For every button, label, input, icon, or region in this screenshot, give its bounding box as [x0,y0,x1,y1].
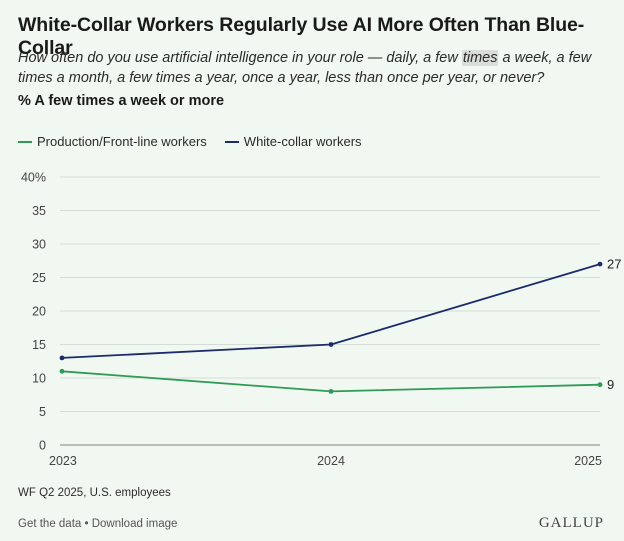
data-point-white-collar-workers-2024 [328,342,334,347]
question-text-start: How often do you use artificial intellig… [18,50,462,66]
legend-item-production[interactable]: Production/Front-line workers [18,134,207,149]
get-data-link[interactable]: Get the data [18,518,82,530]
survey-question: How often do you use artificial intellig… [18,48,614,88]
x-tick-label-2024: 2024 [317,454,345,468]
data-point-white-collar-workers-2023 [59,355,65,361]
y-tick-label-35: 35 [32,204,46,218]
y-tick-label-10: 10 [32,372,46,386]
y-tick-label-5: 5 [39,405,46,419]
y-tick-label-30: 30 [32,238,46,252]
x-axis-ticks: 2023 2024 2025 [49,454,602,468]
y-tick-label-25: 25 [32,271,46,285]
series-lines: 9 27 [59,257,621,394]
data-point-production-front-line-workers-2025 [597,382,603,388]
source-note: WF Q2 2025, U.S. employees [18,487,171,499]
data-point-production-front-line-workers-2024 [328,389,334,394]
gallup-logo: GALLUP [538,515,604,531]
data-point-white-collar-workers-2025 [597,261,603,267]
data-point-production-front-line-workers-2023 [59,368,65,374]
y-tick-label-0: 0 [39,439,46,453]
legend-label-white-collar: White-collar workers [243,134,362,149]
x-tick-label-2023: 2023 [49,454,77,468]
question-highlight: times [461,50,499,66]
legend-item-white-collar[interactable]: White-collar workers [224,134,362,149]
data-label-production-front-line-workers: 9 [607,377,614,392]
y-tick-label-20: 20 [32,305,46,319]
x-tick-label-2025: 2025 [574,454,602,468]
footer-links: Get the data • Download image [18,518,177,530]
y-tick-label-40: 40% [21,171,46,185]
series-line-production-front-line-workers [61,370,601,393]
chart-title: White-Collar Workers Regularly Use AI Mo… [18,14,585,59]
data-label-white-collar-workers: 27 [607,257,621,272]
question-text-end: a week, a few times a month, a few times… [18,50,592,86]
y-tick-label-15: 15 [32,338,46,352]
chart-legend: Production/Front-line workers White-coll… [18,134,362,149]
gridlines [60,176,600,446]
legend-label-production: Production/Front-line workers [37,134,207,149]
chart-subtitle: % A few times a week or more [18,93,225,109]
footer-separator: • [81,518,92,530]
y-axis-ticks: 0 5 10 15 20 25 30 35 40% [21,171,46,453]
download-image-link[interactable]: Download image [91,518,178,530]
legend-swatch-white-collar [224,140,239,143]
legend-swatch-production [18,140,32,143]
